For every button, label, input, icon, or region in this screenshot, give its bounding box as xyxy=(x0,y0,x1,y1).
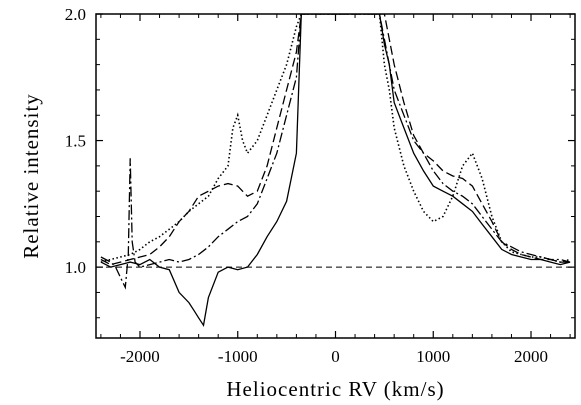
y-tick-label: 1.5 xyxy=(65,132,86,151)
y-tick-label: 1.0 xyxy=(65,258,86,277)
y-tick-label: 2.0 xyxy=(65,5,86,24)
x-tick-label: 2000 xyxy=(514,347,548,366)
series-line-solid xyxy=(100,14,571,328)
ticks-layer: -2000 -1000 0 1000 2000 1.0 1.5 2.0 xyxy=(65,5,575,366)
x-axis-label: Heliocentric RV (km/s) xyxy=(226,377,444,401)
series-line-dashed xyxy=(100,14,571,266)
y-axis-label: Relative intensity xyxy=(19,93,43,259)
series-line-dash-dot xyxy=(100,14,571,290)
x-tick-label: 1000 xyxy=(416,347,450,366)
data-layer xyxy=(96,14,575,328)
x-tick-label: -2000 xyxy=(120,347,160,366)
x-tick-label: 0 xyxy=(331,347,340,366)
plot-frame xyxy=(95,13,576,339)
series-line-dotted xyxy=(100,14,571,263)
x-tick-label: -1000 xyxy=(218,347,258,366)
